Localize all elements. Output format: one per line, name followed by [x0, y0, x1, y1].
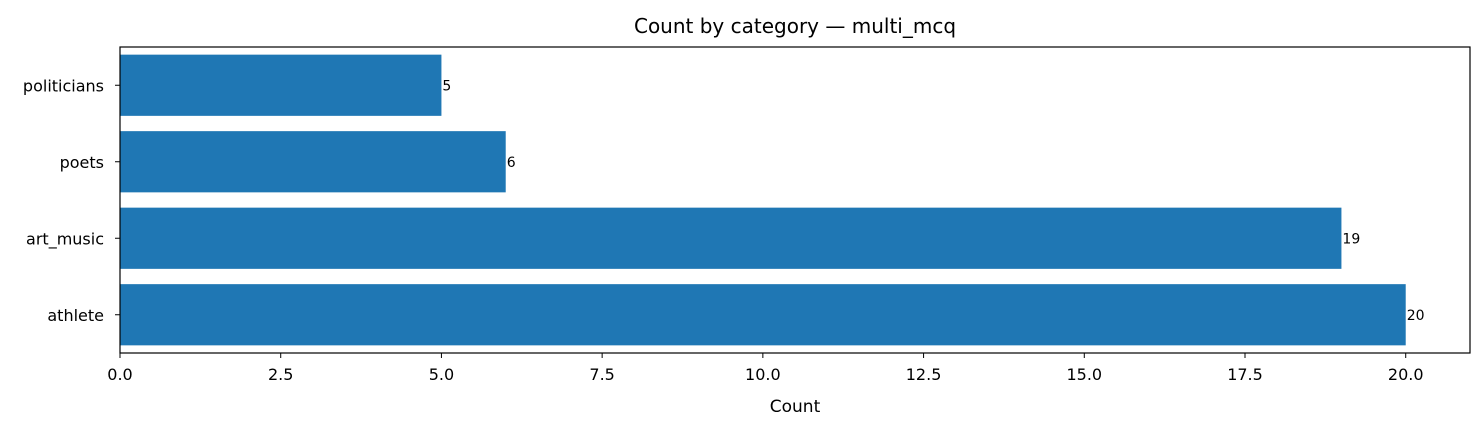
bar-value-label-politicians: 5 — [442, 78, 451, 94]
plot-frame — [119, 46, 1471, 354]
x-tick-label-6: 15.0 — [1066, 365, 1102, 384]
x-axis-label: Count — [770, 397, 821, 417]
y-tick-label-art_music: art_music — [26, 229, 104, 249]
bar-politicians — [120, 54, 442, 116]
bar-poets — [120, 131, 506, 193]
bar-value-label-athlete: 20 — [1407, 308, 1425, 324]
x-tick-label-5: 12.5 — [906, 365, 942, 384]
plot-area: 20 19 6 5 — [120, 54, 1425, 346]
y-axis: athlete art_music poets politicians — [23, 76, 120, 325]
y-tick-label-athlete: athlete — [47, 306, 104, 325]
x-tick-label-7: 17.5 — [1227, 365, 1263, 384]
bar-value-label-art_music: 19 — [1342, 231, 1360, 247]
bar-art_music — [120, 207, 1342, 269]
chart-title: Count by category — multi_mcq — [634, 14, 956, 38]
x-tick-label-4: 10.0 — [745, 365, 781, 384]
y-tick-label-poets: poets — [60, 153, 104, 172]
x-tick-label-2: 5.0 — [429, 365, 454, 384]
bar-athlete — [120, 284, 1406, 346]
x-tick-label-8: 20.0 — [1388, 365, 1424, 384]
y-tick-label-politicians: politicians — [23, 76, 104, 95]
x-tick-label-1: 2.5 — [268, 365, 293, 384]
x-tick-label-0: 0.0 — [107, 365, 132, 384]
bar-value-label-poets: 6 — [507, 155, 516, 171]
x-axis: 0.0 2.5 5.0 7.5 10.0 12.5 15.0 17.5 20.0 — [107, 353, 1424, 384]
x-tick-label-3: 7.5 — [589, 365, 614, 384]
